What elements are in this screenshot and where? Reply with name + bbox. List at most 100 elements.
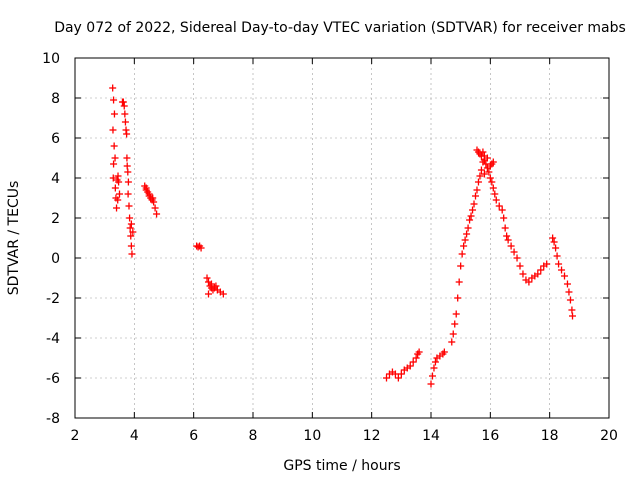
data-point <box>142 184 150 192</box>
x-tick-label: 4 <box>130 428 139 444</box>
data-point <box>123 154 131 162</box>
y-tick-label: -6 <box>46 371 60 387</box>
data-point <box>498 206 506 214</box>
data-point <box>406 362 414 370</box>
x-tick-label: 8 <box>249 428 258 444</box>
data-point <box>477 166 485 174</box>
data-point <box>474 178 482 186</box>
data-point <box>129 228 137 236</box>
data-point <box>561 272 568 280</box>
data-point <box>489 184 497 192</box>
data-point <box>113 204 121 212</box>
data-point <box>492 196 500 204</box>
y-axis-label: SDTVAR / TECUs <box>6 181 22 296</box>
data-point <box>124 168 132 176</box>
x-tick-label: 20 <box>600 428 618 444</box>
data-point <box>119 98 127 106</box>
data-point <box>489 158 497 166</box>
data-point <box>519 270 527 278</box>
data-point <box>114 172 122 180</box>
data-point <box>123 130 131 138</box>
data-point <box>501 224 509 232</box>
grid <box>75 58 609 418</box>
axis-ticks <box>74 57 610 419</box>
data-point <box>394 374 402 382</box>
y-tick-label: 0 <box>51 251 60 267</box>
y-tick-label: 8 <box>51 91 60 107</box>
y-tick-label: -4 <box>46 331 60 347</box>
data-point <box>121 118 129 126</box>
data-point <box>451 320 459 328</box>
data-point <box>503 232 511 240</box>
data-point <box>145 190 153 198</box>
data-point <box>553 252 561 260</box>
data-point <box>110 96 118 104</box>
y-tick-label: 6 <box>51 131 60 147</box>
data-point <box>504 236 512 244</box>
data-point <box>207 280 215 288</box>
data-point <box>472 192 479 200</box>
data-point <box>121 110 129 118</box>
x-tick-label: 18 <box>541 428 559 444</box>
data-point <box>463 230 471 238</box>
data-point <box>537 266 545 274</box>
data-point <box>149 194 157 202</box>
data-point <box>428 372 436 380</box>
data-point <box>219 290 227 298</box>
x-tick-label: 2 <box>71 428 80 444</box>
data-point <box>482 160 490 168</box>
data-point <box>415 348 423 356</box>
data-point <box>467 212 475 220</box>
chart-title: Day 072 of 2022, Sidereal Day-to-day VTE… <box>54 20 626 36</box>
data-point <box>125 202 133 210</box>
data-point <box>558 266 566 274</box>
x-tick-label: 6 <box>189 428 198 444</box>
data-point <box>452 310 460 318</box>
data-point <box>391 370 399 378</box>
data-point <box>488 178 496 186</box>
data-point <box>127 232 135 240</box>
data-point <box>109 126 117 134</box>
data-point <box>469 206 477 214</box>
data-point <box>461 236 469 244</box>
x-tick-label: 10 <box>303 428 321 444</box>
data-point <box>464 224 472 232</box>
data-point <box>457 262 465 270</box>
data-point <box>454 294 462 302</box>
data-point <box>153 210 161 218</box>
x-tick-label: 14 <box>422 428 440 444</box>
data-point <box>565 288 573 296</box>
x-axis-label: GPS time / hours <box>283 458 400 474</box>
data-point <box>203 274 211 282</box>
data-point <box>109 174 117 182</box>
data-point <box>507 242 515 250</box>
data-point <box>516 262 524 270</box>
data-point <box>566 296 574 304</box>
data-point <box>123 162 131 170</box>
data-point <box>150 198 158 206</box>
x-tick-label: 12 <box>363 428 381 444</box>
data-point <box>513 254 521 262</box>
data-point <box>534 270 542 278</box>
data-point <box>473 186 481 194</box>
data-point <box>114 196 122 204</box>
data-point <box>495 202 503 210</box>
data-point <box>449 330 457 338</box>
data-point <box>397 370 405 378</box>
data-point <box>479 148 487 156</box>
data-point <box>455 278 463 286</box>
data-point <box>480 156 488 164</box>
data-point <box>205 290 212 298</box>
data-point <box>116 190 123 198</box>
data-point <box>486 174 494 182</box>
data-point <box>549 234 557 242</box>
data-point <box>485 168 493 176</box>
data-point <box>128 250 136 258</box>
data-point <box>440 348 448 356</box>
data-point <box>124 190 132 198</box>
data-point <box>460 242 468 250</box>
data-point <box>510 248 518 256</box>
data-point <box>431 358 439 366</box>
data-point <box>111 184 119 192</box>
